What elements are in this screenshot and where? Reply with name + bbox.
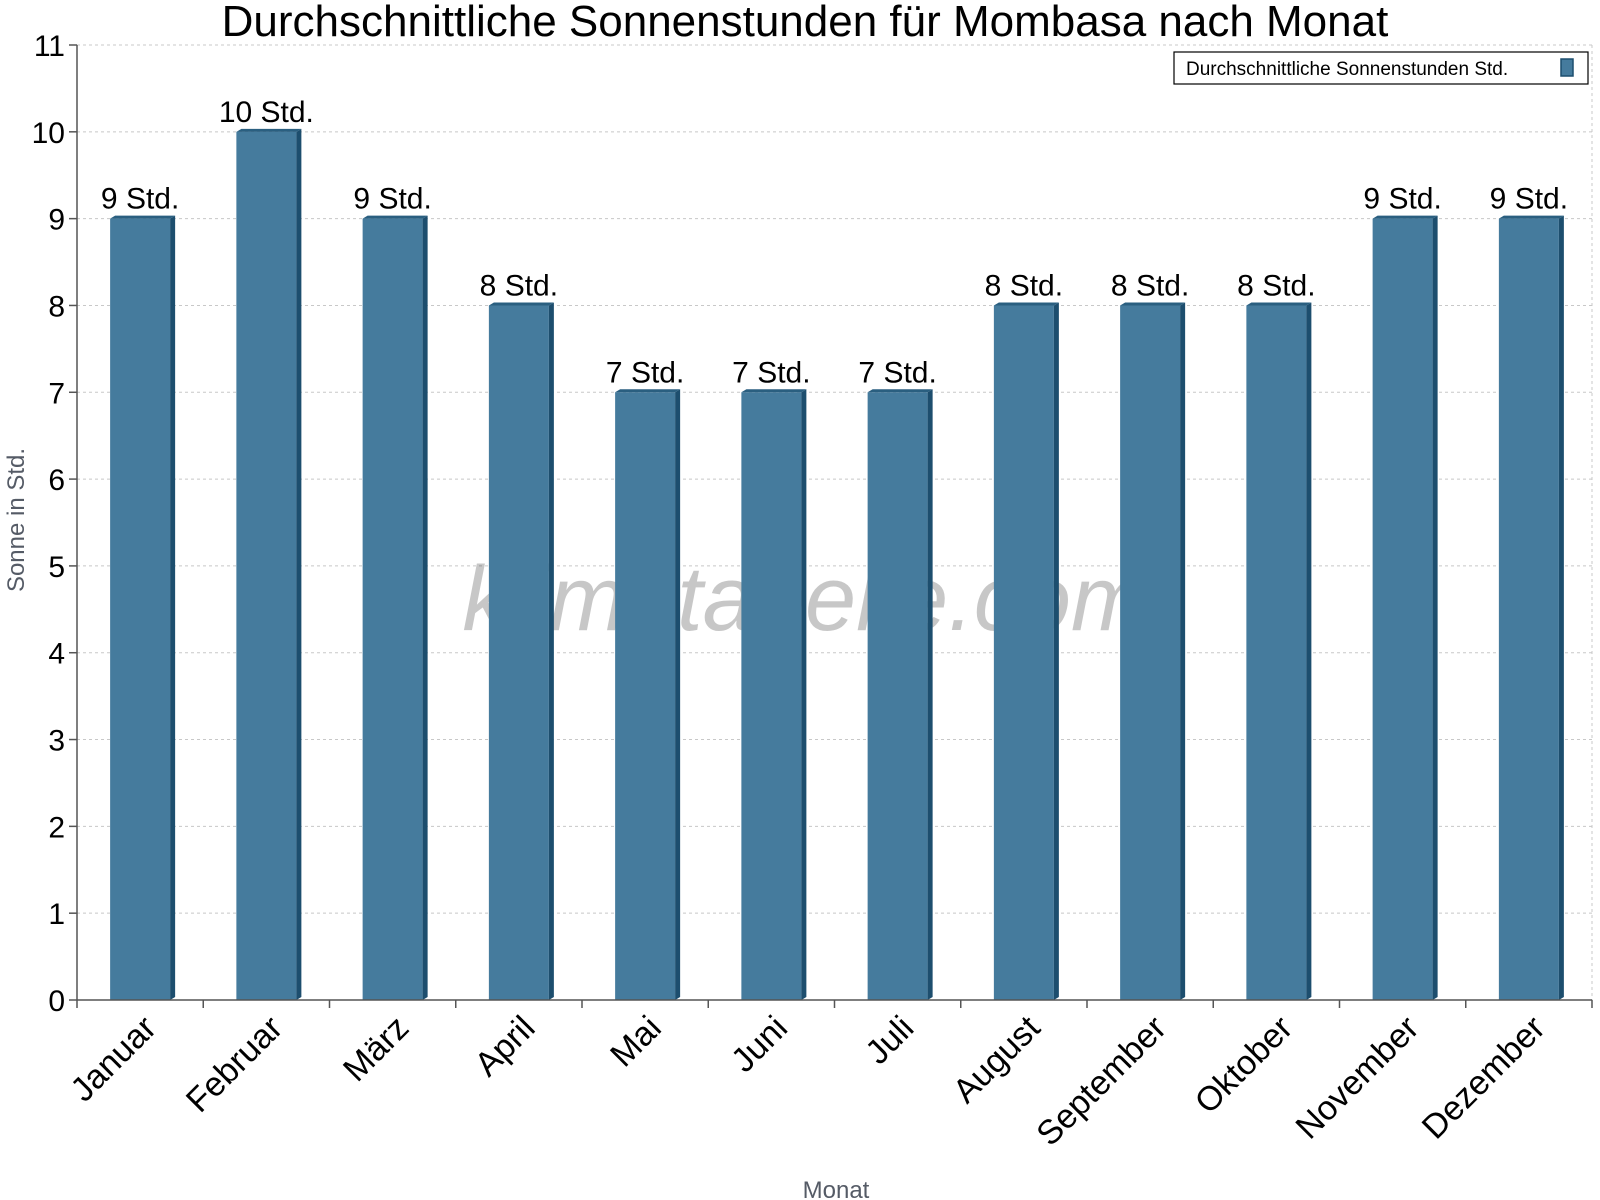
bar-side bbox=[1306, 302, 1312, 1000]
y-tick-label: 2 bbox=[48, 811, 65, 844]
bar-top bbox=[615, 389, 681, 393]
x-tick-label: August bbox=[946, 1008, 1048, 1110]
y-tick-label: 3 bbox=[48, 725, 65, 758]
y-tick-label: 10 bbox=[32, 117, 65, 150]
legend-label: Durchschnittliche Sonnenstunden Std. bbox=[1186, 59, 1508, 80]
bar bbox=[993, 302, 1059, 1000]
bar-front bbox=[741, 392, 802, 1001]
x-axis-label: Monat bbox=[803, 1177, 870, 1200]
y-tick-label: 11 bbox=[34, 30, 65, 63]
data-label: 7 Std. bbox=[732, 356, 810, 389]
x-tick-label: September bbox=[1029, 1009, 1173, 1153]
bar bbox=[1246, 302, 1312, 1000]
bar-top bbox=[867, 389, 933, 393]
bar-top bbox=[488, 302, 554, 306]
bar-side bbox=[422, 215, 428, 1001]
x-tick-label: November bbox=[1289, 1009, 1427, 1147]
bar-side bbox=[1053, 302, 1059, 1000]
data-label: 9 Std. bbox=[101, 183, 179, 216]
bar-front bbox=[1120, 305, 1181, 1000]
bar-side bbox=[170, 215, 176, 1001]
x-tick-label: Mai bbox=[603, 1009, 669, 1075]
bar-top bbox=[993, 302, 1059, 306]
bar bbox=[1372, 215, 1438, 1001]
bar bbox=[867, 389, 933, 1001]
data-label: 8 Std. bbox=[1237, 269, 1315, 302]
data-label: 7 Std. bbox=[858, 356, 936, 389]
bar-side bbox=[1180, 302, 1186, 1000]
bar-top bbox=[741, 389, 807, 393]
bar bbox=[615, 389, 681, 1001]
bar-top bbox=[1246, 302, 1312, 306]
x-tick-label: Dezember bbox=[1415, 1009, 1553, 1147]
bar bbox=[236, 128, 302, 1000]
bar-side bbox=[927, 389, 933, 1001]
bar-front bbox=[236, 131, 297, 1000]
bar-side bbox=[801, 389, 807, 1001]
y-tick-label: 8 bbox=[48, 290, 65, 323]
y-tick-label: 5 bbox=[48, 551, 65, 584]
data-label: 10 Std. bbox=[219, 96, 314, 129]
bar bbox=[1120, 302, 1186, 1000]
bar-top bbox=[1372, 215, 1438, 219]
data-label: 8 Std. bbox=[1111, 269, 1189, 302]
legend: Durchschnittliche Sonnenstunden Std. bbox=[1173, 51, 1589, 85]
x-tick-label: Juni bbox=[724, 1009, 795, 1080]
bar-top bbox=[1498, 215, 1564, 219]
bar bbox=[110, 215, 176, 1001]
data-label: 9 Std. bbox=[1490, 183, 1568, 216]
x-tick-label: April bbox=[468, 1009, 543, 1084]
y-tick-label: 1 bbox=[48, 898, 65, 931]
y-tick-label: 4 bbox=[48, 638, 65, 671]
bar-front bbox=[1372, 218, 1433, 1001]
legend-box bbox=[1173, 51, 1589, 85]
bar-top bbox=[1120, 302, 1186, 306]
bar bbox=[362, 215, 428, 1001]
bar bbox=[488, 302, 554, 1000]
bar-front bbox=[488, 305, 549, 1000]
data-label: 8 Std. bbox=[985, 269, 1063, 302]
legend-swatch bbox=[1560, 58, 1574, 77]
bar-front bbox=[110, 218, 171, 1001]
bar-front bbox=[1246, 305, 1307, 1000]
bar-front bbox=[1498, 218, 1559, 1001]
data-label: 7 Std. bbox=[606, 356, 684, 389]
bar-front bbox=[867, 392, 928, 1001]
bar-side bbox=[296, 128, 302, 1000]
y-tick-label: 9 bbox=[48, 204, 65, 237]
bar-front bbox=[615, 392, 676, 1001]
x-tick-label: Februar bbox=[179, 1009, 290, 1120]
data-label: 8 Std. bbox=[480, 269, 558, 302]
bar-side bbox=[1558, 215, 1564, 1001]
data-label: 9 Std. bbox=[1363, 183, 1441, 216]
bar bbox=[1498, 215, 1564, 1001]
bar-front bbox=[362, 218, 423, 1001]
y-tick-label: 7 bbox=[48, 377, 65, 410]
bar-top bbox=[362, 215, 428, 219]
bar-side bbox=[1432, 215, 1438, 1001]
y-tick-label: 0 bbox=[48, 985, 65, 1018]
bar bbox=[741, 389, 807, 1001]
chart-title: Durchschnittliche Sonnenstunden für Momb… bbox=[222, 0, 1389, 46]
x-tick-label: Juli bbox=[858, 1009, 921, 1072]
bar-side bbox=[675, 389, 681, 1001]
y-axis-label: Sonne in Std. bbox=[3, 448, 30, 592]
x-tick-label: Januar bbox=[63, 1009, 163, 1109]
bar-front bbox=[993, 305, 1054, 1000]
bar-top bbox=[236, 128, 302, 132]
bar-top bbox=[110, 215, 176, 219]
x-tick-label: März bbox=[336, 1009, 416, 1089]
y-tick-label: 6 bbox=[48, 464, 65, 497]
bar-side bbox=[548, 302, 554, 1000]
x-tick-label: Oktober bbox=[1188, 1009, 1300, 1121]
data-label: 9 Std. bbox=[353, 183, 431, 216]
